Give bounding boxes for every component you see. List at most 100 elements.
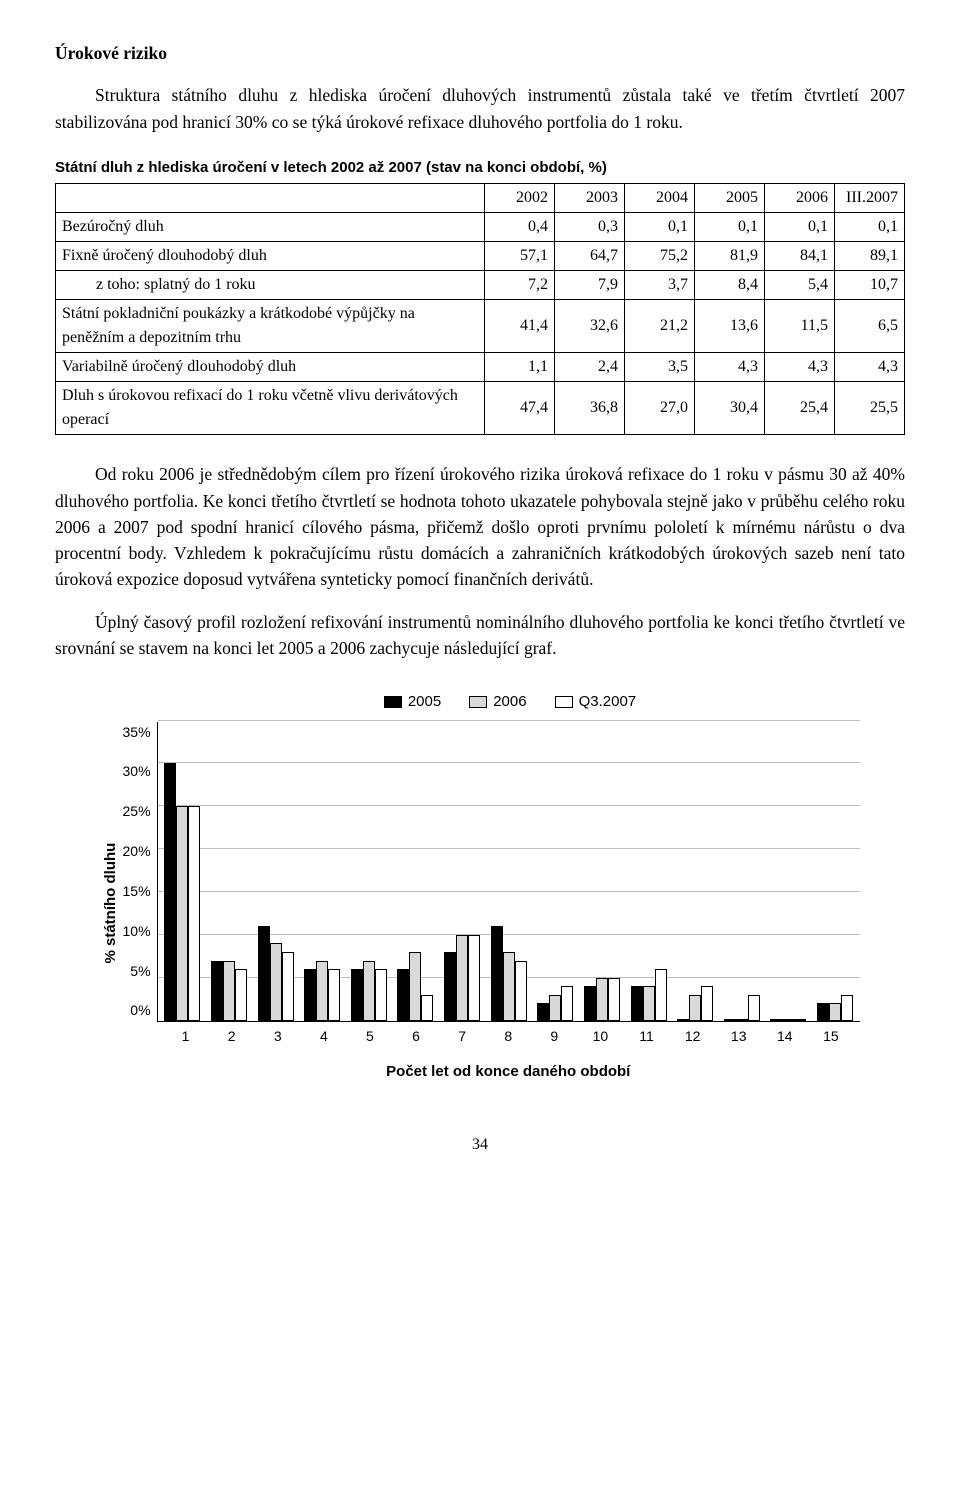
table-cell: 4,3 (695, 353, 765, 382)
bar (677, 1019, 689, 1021)
table-cell: 0,1 (695, 213, 765, 242)
bar (328, 969, 340, 1020)
bar-group (210, 961, 248, 1021)
y-tick: 10% (123, 921, 151, 942)
table-cell: 57,1 (485, 242, 555, 271)
legend-item: Q3.2007 (555, 691, 637, 714)
bar (176, 806, 188, 1020)
bar-group (303, 961, 341, 1021)
y-tick: 20% (123, 841, 151, 862)
table-cell: 84,1 (765, 242, 835, 271)
y-tick: 15% (123, 881, 151, 902)
bar (421, 995, 433, 1021)
bar-group (350, 961, 388, 1021)
row-label: Fixně úročený dlouhodobý dluh (56, 242, 485, 271)
x-tick: 14 (762, 1026, 808, 1047)
bar (736, 1019, 748, 1021)
table-cell: 0,1 (835, 213, 905, 242)
x-tick: 2 (209, 1026, 255, 1047)
gridline (158, 762, 860, 763)
paragraph-1: Struktura státního dluhu z hlediska úroč… (55, 82, 905, 135)
bar (515, 961, 527, 1021)
table-row: Fixně úročený dlouhodobý dluh57,164,775,… (56, 242, 905, 271)
table-cell: 2,4 (555, 353, 625, 382)
table-cell: 5,4 (765, 271, 835, 300)
x-tick: 9 (531, 1026, 577, 1047)
y-tick: 5% (130, 961, 150, 982)
paragraph-2-text: Od roku 2006 je střednědobým cílem pro ř… (55, 464, 905, 589)
bar (689, 995, 701, 1021)
bar-group (490, 926, 528, 1020)
bar (701, 986, 713, 1020)
bar (631, 986, 643, 1020)
bar (351, 969, 363, 1020)
bar (596, 978, 608, 1021)
x-tick: 4 (301, 1026, 347, 1047)
bar (164, 763, 176, 1020)
x-axis-label: Počet let od konce daného období (157, 1061, 860, 1084)
bar-group (630, 969, 668, 1020)
swatch-icon (384, 696, 402, 708)
legend-item: 2006 (469, 691, 526, 714)
x-tick: 11 (623, 1026, 669, 1047)
gridline (158, 848, 860, 849)
paragraph-2: Od roku 2006 je střednědobým cílem pro ř… (55, 461, 905, 592)
y-axis: 35%30%25%20%15%10%5%0% (123, 722, 157, 1022)
table-cell: 0,1 (765, 213, 835, 242)
table-cell: 0,4 (485, 213, 555, 242)
table-row: Variabilně úročený dlouhodobý dluh1,12,4… (56, 353, 905, 382)
bar-group (537, 986, 575, 1020)
table-row: z toho: splatný do 1 roku7,27,93,78,45,4… (56, 271, 905, 300)
bar (643, 986, 655, 1020)
bar (841, 995, 853, 1021)
x-tick: 7 (439, 1026, 485, 1047)
bar (782, 1019, 794, 1021)
legend-label: Q3.2007 (579, 691, 637, 714)
legend-label: 2005 (408, 691, 441, 714)
table-title: Státní dluh z hlediska úročení v letech … (55, 157, 905, 180)
bar-group (443, 935, 481, 1021)
table-cell: 11,5 (765, 300, 835, 353)
bar (561, 986, 573, 1020)
row-label: Variabilně úročený dlouhodobý dluh (56, 353, 485, 382)
bar (375, 969, 387, 1020)
legend-item: 2005 (384, 691, 441, 714)
table-header: 2002 (485, 184, 555, 213)
bar (258, 926, 270, 1020)
table-header: 2004 (625, 184, 695, 213)
bar (282, 952, 294, 1021)
table-cell: 25,4 (765, 382, 835, 435)
bar (608, 978, 620, 1021)
bar-group (770, 1019, 808, 1021)
y-tick: 0% (130, 1000, 150, 1021)
bar (304, 969, 316, 1020)
x-axis: 123456789101112131415 (157, 1022, 860, 1047)
x-tick: 1 (163, 1026, 209, 1047)
table-cell: 32,6 (555, 300, 625, 353)
bar (235, 969, 247, 1020)
table-cell: 4,3 (765, 353, 835, 382)
gridline (158, 720, 860, 721)
section-heading: Úrokové riziko (55, 40, 905, 66)
x-tick: 6 (393, 1026, 439, 1047)
swatch-icon (469, 696, 487, 708)
table-cell: 27,0 (625, 382, 695, 435)
table-cell: 8,4 (695, 271, 765, 300)
bar (468, 935, 480, 1021)
x-tick: 5 (347, 1026, 393, 1047)
table-cell: 10,7 (835, 271, 905, 300)
paragraph-3-text: Úplný časový profil rozložení refixování… (55, 612, 905, 658)
table-cell: 3,7 (625, 271, 695, 300)
bar (829, 1003, 841, 1020)
y-tick: 30% (123, 761, 151, 782)
bar-group (816, 995, 854, 1021)
x-tick: 13 (716, 1026, 762, 1047)
bar (794, 1019, 806, 1021)
bar (770, 1019, 782, 1021)
bar (409, 952, 421, 1021)
bar (748, 995, 760, 1021)
table-cell: 75,2 (625, 242, 695, 271)
row-label: z toho: splatný do 1 roku (56, 271, 485, 300)
bar (491, 926, 503, 1020)
table-header: 2005 (695, 184, 765, 213)
